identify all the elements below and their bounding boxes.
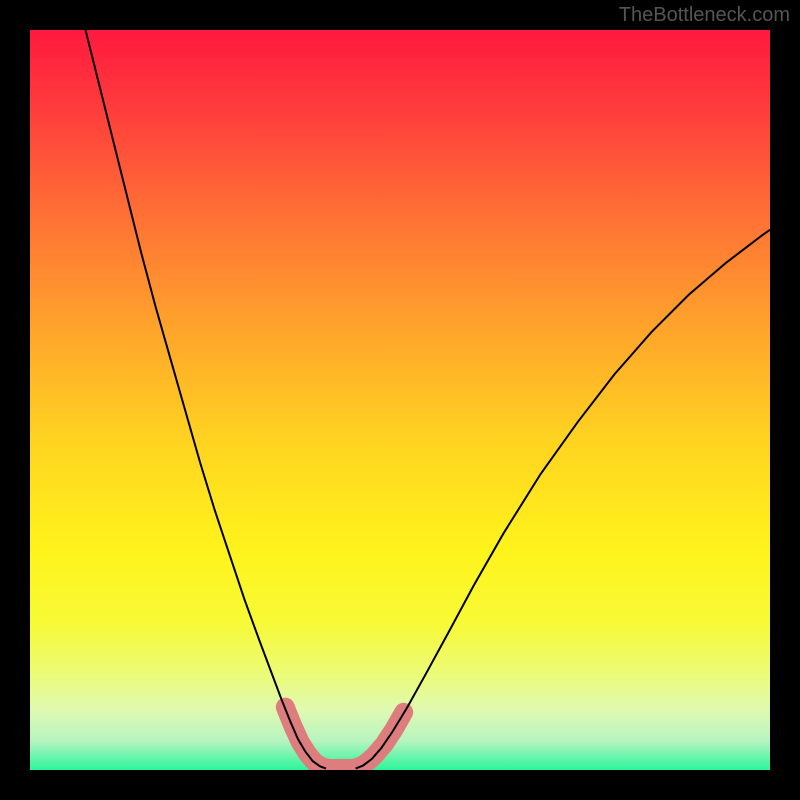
watermark-text: TheBottleneck.com xyxy=(619,4,790,27)
chart-canvas: TheBottleneck.com xyxy=(0,0,800,800)
chart-background xyxy=(30,30,770,770)
chart-svg xyxy=(0,0,800,800)
